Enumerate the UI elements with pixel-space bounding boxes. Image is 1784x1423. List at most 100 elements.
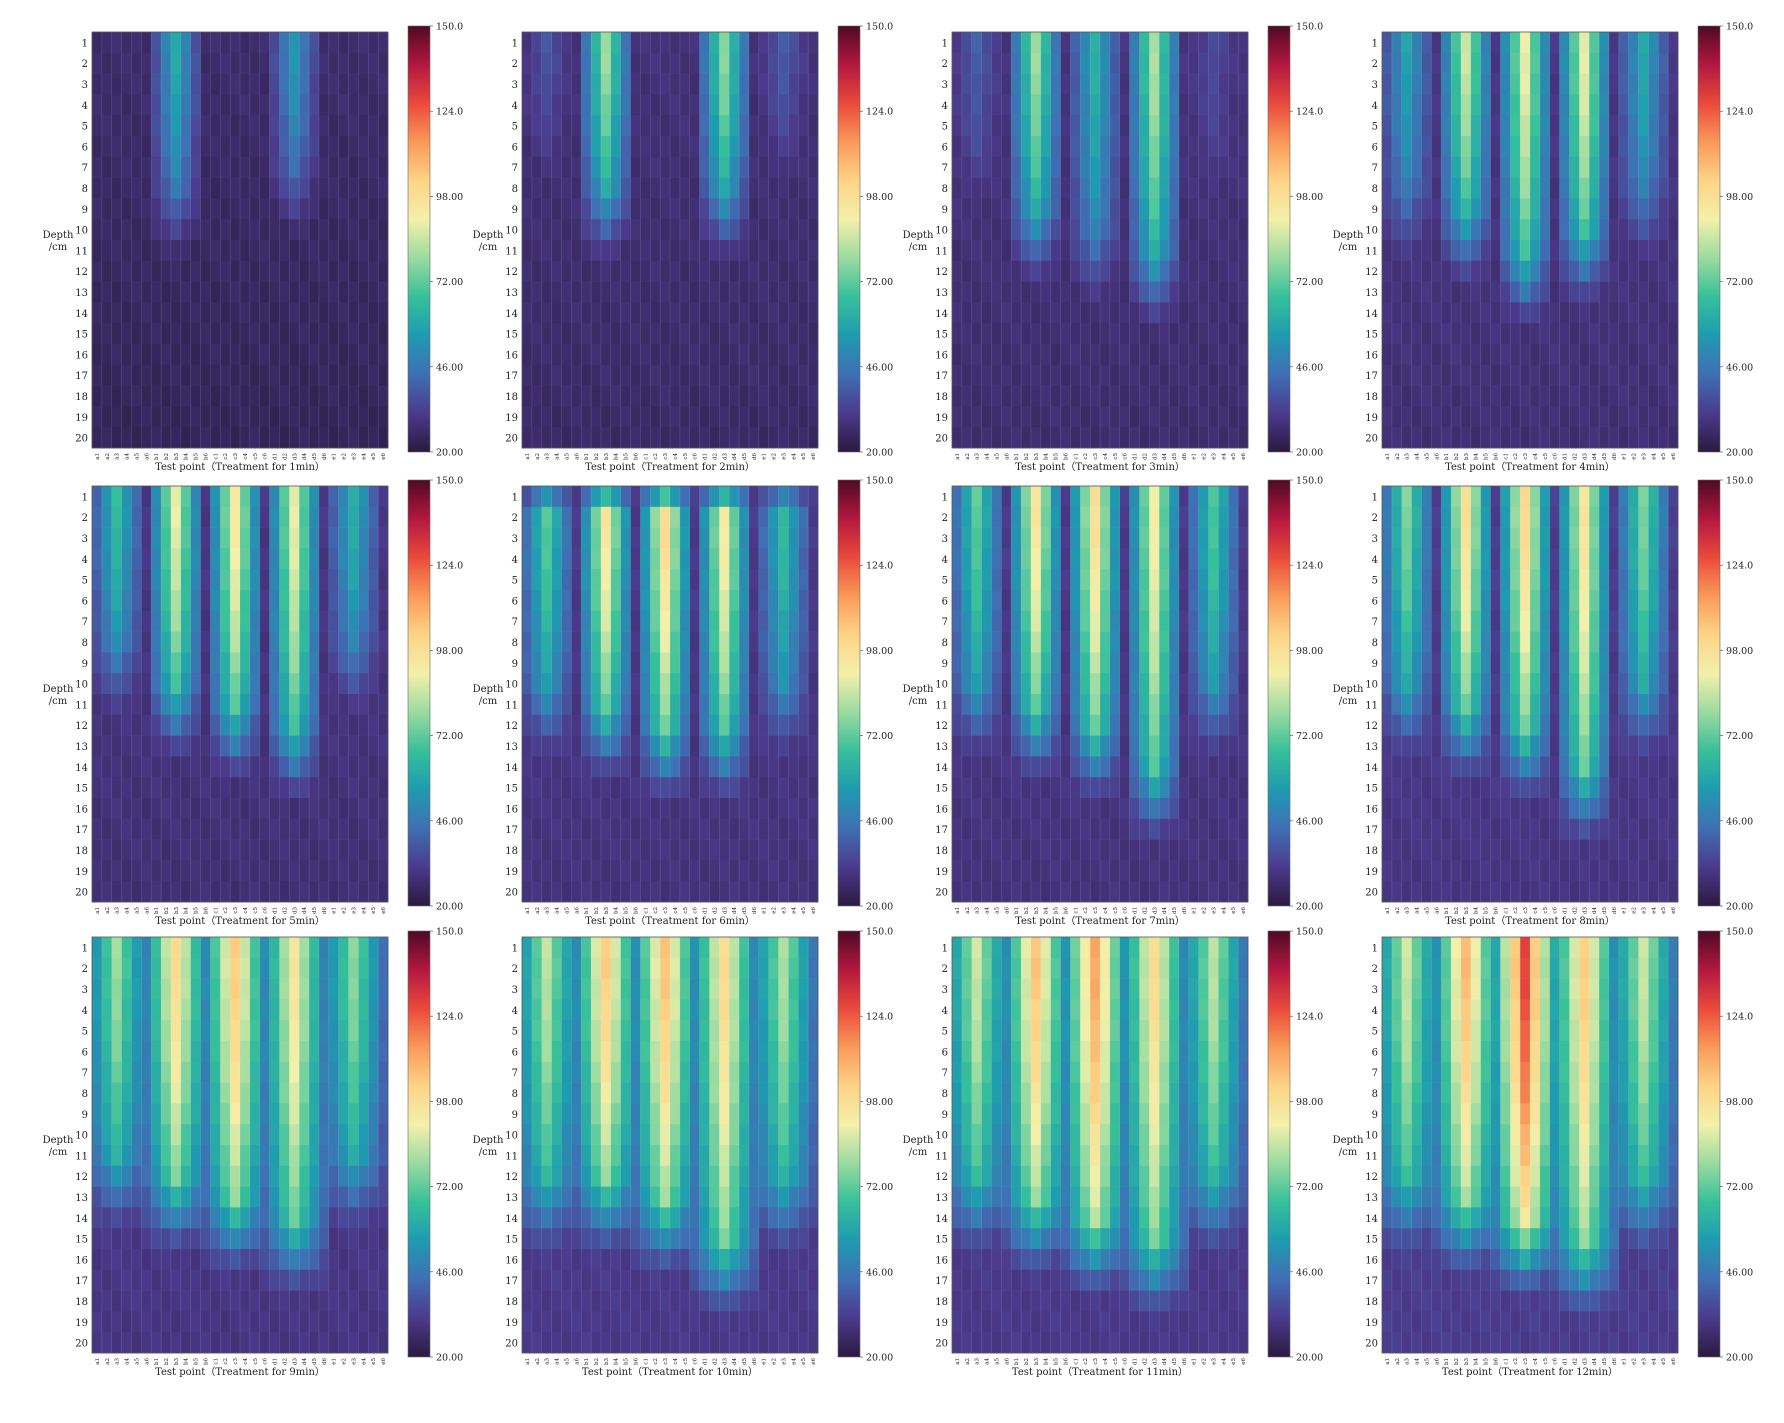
- heatmap-cell: [1120, 673, 1130, 694]
- heatmap-cell: [339, 178, 349, 199]
- heatmap-cell: [329, 611, 339, 632]
- heatmap-cell: [349, 136, 359, 157]
- heatmap-cell: [329, 240, 339, 261]
- heatmap-cell: [299, 736, 309, 757]
- y-tick-label: 2: [1372, 59, 1378, 70]
- heatmap-cell: [1189, 590, 1199, 611]
- heatmap-cell: [102, 777, 112, 798]
- heatmap-cell: [201, 569, 211, 590]
- heatmap-cell: [650, 819, 660, 840]
- heatmap-cell: [1481, 178, 1491, 199]
- x-axis-label: Test point（Treatment for 2min）: [585, 461, 755, 473]
- heatmap-cell: [1061, 860, 1071, 881]
- y-tick-label: 3: [1372, 80, 1378, 91]
- heatmap-cell: [1090, 53, 1100, 74]
- heatmap-cell: [201, 94, 211, 115]
- heatmap-cell: [201, 715, 211, 736]
- heatmap-cell: [220, 548, 230, 569]
- heatmap-cell: [289, 528, 299, 549]
- heatmap-cell: [1179, 386, 1189, 407]
- heatmap-cell: [552, 365, 562, 386]
- heatmap-cell: [1560, 198, 1570, 219]
- heatmap-cell: [621, 528, 631, 549]
- heatmap-cell: [631, 427, 641, 448]
- heatmap-cell: [700, 178, 710, 199]
- heatmap-cell: [131, 282, 141, 303]
- heatmap-cell: [1510, 219, 1520, 240]
- heatmap-cell: [1090, 282, 1100, 303]
- heatmap-cell: [798, 611, 808, 632]
- heatmap-cell: [309, 673, 319, 694]
- heatmap-cell: [1139, 819, 1149, 840]
- heatmap-cell: [368, 74, 378, 95]
- heatmap-cell: [680, 32, 690, 53]
- heatmap-cell: [680, 115, 690, 136]
- heatmap-cell: [532, 261, 542, 282]
- heatmap-cell: [621, 590, 631, 611]
- heatmap-cell: [1569, 406, 1579, 427]
- heatmap-cell: [1658, 32, 1668, 53]
- heatmap-cell: [591, 840, 601, 861]
- heatmap-cell: [151, 136, 161, 157]
- heatmap-cell: [1080, 881, 1090, 902]
- heatmap-cell: [591, 94, 601, 115]
- heatmap-cell: [1209, 507, 1219, 528]
- heatmap-cell: [640, 486, 650, 507]
- x-tick-label: a2: [965, 453, 971, 460]
- heatmap-cell: [749, 528, 759, 549]
- heatmap-cell: [1421, 94, 1431, 115]
- heatmap-cell: [611, 652, 621, 673]
- heatmap-cell: [680, 694, 690, 715]
- heatmap-cell: [1668, 240, 1678, 261]
- heatmap-cell: [122, 819, 132, 840]
- heatmap-cell: [1199, 569, 1209, 590]
- heatmap-cell: [1011, 611, 1021, 632]
- heatmap-cell: [171, 819, 181, 840]
- heatmap-cell: [260, 840, 270, 861]
- heatmap-cell: [982, 673, 992, 694]
- x-tick-label: e3: [352, 907, 358, 914]
- heatmap-cell: [1130, 548, 1140, 569]
- heatmap-cell: [1189, 219, 1199, 240]
- x-tick-label: b1: [1014, 453, 1020, 460]
- heatmap-cell: [1149, 673, 1159, 694]
- heatmap-cell: [1500, 136, 1510, 157]
- heatmap-cell: [1169, 74, 1179, 95]
- heatmap-cell: [210, 569, 220, 590]
- heatmap-cell: [1061, 632, 1071, 653]
- heatmap-cell: [1639, 528, 1649, 549]
- heatmap-cell: [1530, 136, 1540, 157]
- heatmap-cell: [260, 282, 270, 303]
- heatmap-cell: [1441, 198, 1451, 219]
- heatmap-cell: [1481, 240, 1491, 261]
- heatmap-cell: [972, 486, 982, 507]
- heatmap-cell: [952, 282, 962, 303]
- heatmap-cell: [339, 673, 349, 694]
- heatmap-cell: [561, 611, 571, 632]
- x-tick-label: c4: [243, 907, 249, 914]
- heatmap-cell: [640, 881, 650, 902]
- heatmap-cell: [1061, 219, 1071, 240]
- heatmap-cell: [1021, 486, 1031, 507]
- heatmap-cell: [210, 819, 220, 840]
- heatmap-cell: [982, 282, 992, 303]
- heatmap-cell: [181, 528, 191, 549]
- heatmap-cell: [1461, 427, 1471, 448]
- heatmap-cell: [798, 736, 808, 757]
- heatmap-cell: [102, 302, 112, 323]
- x-tick-label: e6: [1671, 453, 1677, 460]
- heatmap-cell: [1189, 756, 1199, 777]
- heatmap-cell: [591, 282, 601, 303]
- heatmap-cell: [1159, 53, 1169, 74]
- heatmap-cell: [270, 673, 280, 694]
- heatmap-cell: [1169, 344, 1179, 365]
- heatmap-cell: [749, 715, 759, 736]
- heatmap-cell: [1090, 632, 1100, 653]
- heatmap-cell: [1500, 115, 1510, 136]
- heatmap-cell: [601, 756, 611, 777]
- heatmap-cell: [309, 406, 319, 427]
- heatmap-cell: [561, 715, 571, 736]
- heatmap-cell: [991, 53, 1001, 74]
- heatmap-cell: [1500, 365, 1510, 386]
- heatmap-cell: [798, 569, 808, 590]
